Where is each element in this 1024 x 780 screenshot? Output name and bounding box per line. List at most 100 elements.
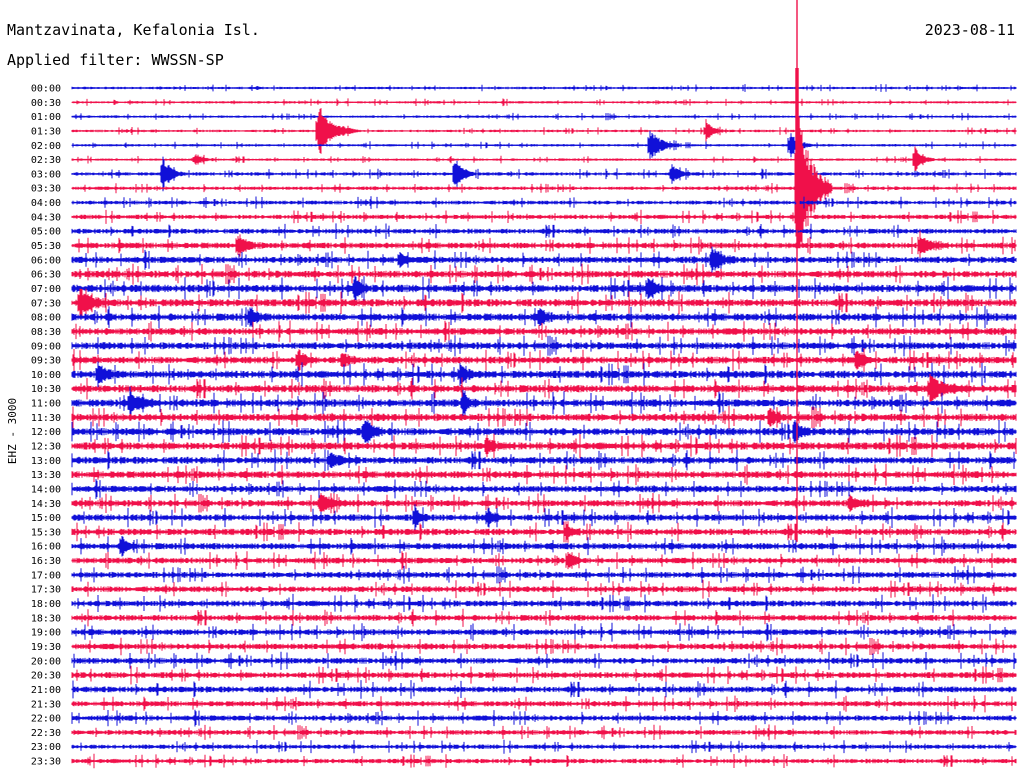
seismic-trace-0500	[71, 223, 1017, 239]
hour-label: 16:30	[31, 556, 61, 567]
hour-label: 08:00	[31, 313, 61, 324]
hour-label: 10:30	[31, 384, 61, 395]
hour-label: 09:00	[31, 341, 61, 352]
hour-label: 13:00	[31, 456, 61, 467]
hour-label: 11:00	[31, 399, 61, 410]
seismic-trace-1630	[71, 551, 1017, 570]
record-date: 2023-08-11	[924, 21, 1015, 39]
seismic-trace-0930	[71, 348, 1017, 372]
seismic-trace-0230	[71, 146, 1017, 173]
hour-label: 04:30	[31, 212, 61, 223]
main-event-spike	[795, 0, 800, 542]
seismic-trace-0400	[71, 196, 1017, 209]
seismic-trace-0530	[71, 230, 1017, 261]
hour-label: 11:30	[31, 413, 61, 424]
hour-label: 06:30	[31, 270, 61, 281]
hour-label: 10:00	[31, 370, 61, 381]
hour-label: 07:00	[31, 284, 61, 295]
seismic-trace-1000	[71, 361, 1017, 388]
hour-label: 18:00	[31, 599, 61, 610]
hour-label: 04:00	[31, 198, 61, 209]
seismic-trace-1230	[71, 433, 1017, 459]
seismic-trace-1830	[71, 608, 1017, 627]
seismic-trace-0830	[71, 320, 1017, 343]
seismic-trace-0800	[71, 305, 1017, 329]
hour-label: 22:30	[31, 728, 61, 739]
hour-label: 08:30	[31, 327, 61, 338]
seismic-trace-1730	[71, 579, 1017, 599]
hour-label: 02:00	[31, 141, 61, 152]
seismic-trace-1900	[71, 622, 1017, 642]
hour-label: 21:00	[31, 685, 61, 696]
seismic-trace-0330	[71, 128, 1017, 249]
hour-label: 22:00	[31, 714, 61, 725]
seismic-trace-0200	[71, 130, 1017, 160]
hour-label: 07:30	[31, 298, 61, 309]
hour-label: 13:30	[31, 470, 61, 481]
hour-label: 03:00	[31, 169, 61, 180]
hour-label: 17:30	[31, 585, 61, 596]
seismic-trace-1530	[71, 521, 1017, 543]
seismic-trace-0430	[71, 209, 1017, 225]
hour-label: 12:30	[31, 442, 61, 453]
hour-label: 16:00	[31, 542, 61, 553]
hour-label: 23:30	[31, 757, 61, 768]
hour-label: 23:00	[31, 742, 61, 753]
seismic-trace-1500	[71, 504, 1017, 531]
filter-label: Applied filter: WWSSN-SP	[7, 51, 224, 69]
seismic-trace-1030	[71, 374, 1017, 404]
hour-label: 21:30	[31, 699, 61, 710]
seismic-trace-2230	[71, 724, 1017, 741]
hour-label: 19:30	[31, 642, 61, 653]
hour-label: 01:00	[31, 112, 61, 123]
seismic-trace-1800	[71, 593, 1017, 614]
hour-label: 15:00	[31, 513, 61, 524]
seismic-trace-1400	[71, 479, 1017, 499]
seismic-trace-0700	[71, 276, 1017, 301]
seismic-trace-0100	[71, 112, 1017, 121]
seismic-trace-2100	[71, 680, 1017, 699]
hour-label: 03:30	[31, 184, 61, 195]
seismic-trace-1130	[71, 406, 1017, 429]
hour-label: 00:30	[31, 98, 61, 109]
seismic-trace-2130	[71, 695, 1017, 713]
seismic-trace-1600	[71, 536, 1017, 557]
seismic-trace-0630	[71, 263, 1017, 286]
hour-label: 19:00	[31, 628, 61, 639]
hour-label: 20:30	[31, 671, 61, 682]
seismic-trace-0130	[71, 108, 1017, 154]
hour-label: 15:30	[31, 527, 61, 538]
hour-label: 14:30	[31, 499, 61, 510]
seismic-trace-1100	[71, 386, 1017, 420]
seismic-trace-2030	[71, 665, 1017, 685]
seismic-trace-1700	[71, 565, 1017, 585]
seismic-trace-1200	[71, 419, 1017, 444]
seismic-trace-2300	[71, 739, 1017, 754]
hour-label: 05:00	[31, 227, 61, 238]
hour-label: 17:00	[31, 570, 61, 581]
hour-label: 05:30	[31, 241, 61, 252]
seismic-trace-2000	[71, 651, 1017, 671]
seismic-trace-1430	[71, 493, 1017, 514]
hour-label: 01:30	[31, 126, 61, 137]
hour-label: 14:00	[31, 484, 61, 495]
seismic-trace-1930	[71, 637, 1017, 656]
seismic-trace-0000	[71, 84, 1017, 92]
hour-label: 09:30	[31, 356, 61, 367]
seismic-trace-0900	[71, 335, 1017, 357]
seismic-trace-0300	[71, 156, 1017, 192]
seismic-trace-1300	[71, 449, 1017, 472]
hour-label: 20:00	[31, 656, 61, 667]
hour-label: 18:30	[31, 613, 61, 624]
seismic-trace-1330	[71, 463, 1017, 486]
seismic-trace-0030	[71, 98, 1017, 107]
seismic-trace-0730	[71, 288, 1017, 317]
seismic-trace-2330	[71, 753, 1017, 769]
hour-label: 02:30	[31, 155, 61, 166]
hour-label: 12:00	[31, 427, 61, 438]
hour-label: 06:00	[31, 255, 61, 266]
seismic-trace-0600	[71, 246, 1017, 274]
station-title: Mantzavinata, Kefalonia Isl.	[7, 21, 260, 39]
seismic-trace-2200	[71, 709, 1017, 727]
